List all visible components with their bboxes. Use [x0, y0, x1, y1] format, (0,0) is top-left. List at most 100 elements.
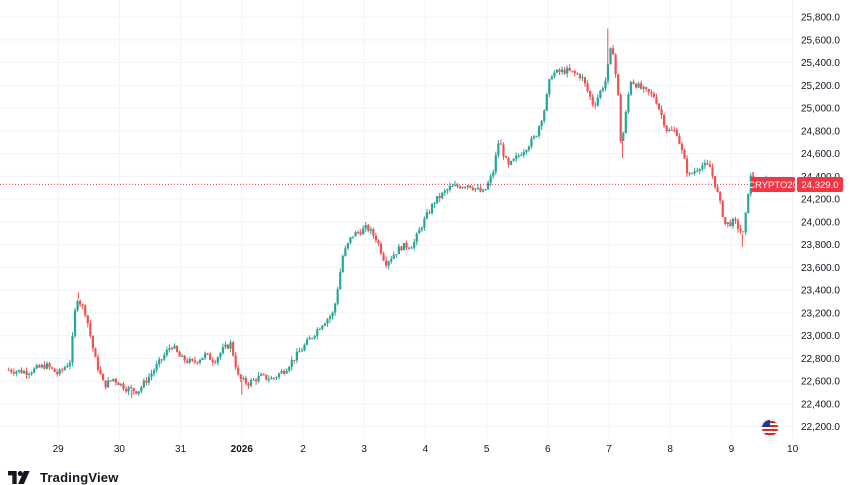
candle-body — [395, 254, 398, 256]
candle-body — [30, 372, 33, 375]
candle-body — [163, 354, 166, 360]
candle-body — [356, 232, 360, 234]
candle-body — [617, 74, 620, 95]
candle-body — [254, 379, 258, 382]
candle-body — [726, 222, 729, 225]
candle-body — [693, 171, 696, 174]
candle-body — [453, 184, 457, 186]
candle-body — [678, 135, 681, 144]
candle-body — [420, 227, 423, 230]
candle-body — [267, 379, 270, 381]
candle-body — [555, 69, 559, 73]
candle-body — [354, 232, 357, 237]
candle-body — [147, 376, 151, 383]
candle-body — [724, 216, 727, 225]
candle-body — [423, 218, 426, 228]
candle-body — [275, 377, 278, 379]
candle-body — [10, 370, 13, 373]
candle-body — [224, 344, 227, 348]
candle-body — [124, 389, 128, 392]
candle-body — [334, 303, 337, 313]
x-axis[interactable]: 29 30 31 2026 2 3 4 5 6 7 8 9 10 — [53, 444, 799, 455]
x-tick-label: 30 — [114, 444, 126, 455]
symbol-badge-bg — [751, 177, 795, 192]
candle-body — [7, 369, 10, 371]
us-flag-icon[interactable] — [760, 418, 780, 438]
candle-body — [487, 182, 490, 190]
candle-body — [466, 185, 469, 188]
candle-body — [713, 176, 717, 188]
candle-body — [652, 93, 655, 98]
candle-body — [624, 111, 627, 133]
candle-body — [706, 163, 709, 165]
candle-body — [655, 97, 658, 104]
candle-body — [622, 132, 625, 141]
candle-body — [400, 246, 403, 251]
footer: TradingView — [8, 470, 119, 485]
candle-body — [53, 368, 56, 372]
candlestick-chart[interactable]: 25,800.0 25,600.0 25,400.0 25,200.0 25,000.0… — [0, 0, 852, 465]
candle-body — [196, 362, 199, 364]
candle-body — [101, 373, 105, 381]
candle-body — [107, 380, 110, 388]
candle-body — [339, 272, 342, 290]
candle-body — [89, 323, 92, 336]
candle-body — [305, 339, 309, 345]
candle-body — [193, 360, 196, 363]
candle-body — [203, 353, 207, 358]
candle-body — [627, 94, 630, 112]
y-tick-label: 22,600.0 — [801, 377, 840, 388]
candle-body — [328, 316, 332, 320]
candle-body — [135, 391, 138, 394]
candle-body — [293, 359, 296, 361]
candle-body — [446, 189, 449, 191]
candle-body — [481, 190, 485, 192]
candle-body — [145, 380, 148, 383]
candle-body — [277, 373, 281, 378]
candle-body — [280, 370, 283, 374]
candle-body — [640, 83, 643, 89]
candle-body — [349, 237, 352, 244]
candle-body — [461, 187, 464, 189]
candle-body — [300, 350, 304, 352]
candle-body — [140, 387, 143, 392]
candle-body — [382, 253, 385, 261]
y-tick-label: 23,000.0 — [801, 331, 840, 342]
y-axis[interactable]: 25,800.0 25,600.0 25,400.0 25,200.0 25,000.0… — [801, 13, 840, 434]
candle-body — [132, 388, 135, 392]
candle-body — [668, 129, 671, 132]
candle-body — [749, 175, 752, 194]
candle-body — [543, 110, 546, 121]
candle-body — [22, 371, 26, 374]
candle-body — [634, 83, 638, 88]
candle-body — [346, 243, 349, 249]
candle-body — [198, 359, 202, 363]
candle-body — [530, 138, 533, 147]
candle-body — [436, 196, 439, 204]
candle-body — [341, 255, 344, 273]
candle-body — [497, 143, 500, 156]
candle-body — [729, 222, 732, 226]
price-badges: CRYPTO20 24,329.0 — [748, 177, 843, 192]
candle-body — [489, 176, 492, 183]
candle-body — [295, 351, 298, 361]
y-tick-label: 22,800.0 — [801, 354, 840, 365]
candle-body — [28, 374, 31, 376]
candle-body — [331, 312, 334, 317]
candle-body — [703, 163, 706, 166]
x-tick-label: 10 — [787, 444, 799, 455]
y-tick-label: 23,800.0 — [801, 240, 840, 251]
candle-body — [288, 367, 291, 371]
candle-body — [471, 187, 474, 190]
chart-area[interactable]: 25,800.0 25,600.0 25,400.0 25,200.0 25,000.0… — [0, 0, 852, 465]
candle-body — [504, 156, 508, 158]
candle-body — [311, 337, 314, 339]
brand-name[interactable]: TradingView — [40, 470, 119, 485]
candle-body — [73, 310, 77, 336]
candle-body — [479, 187, 482, 192]
candle-body — [323, 323, 327, 326]
candle-body — [596, 97, 599, 106]
candle-body — [708, 164, 712, 168]
tradingview-logo-icon[interactable] — [8, 471, 34, 484]
candle-body — [91, 335, 94, 349]
